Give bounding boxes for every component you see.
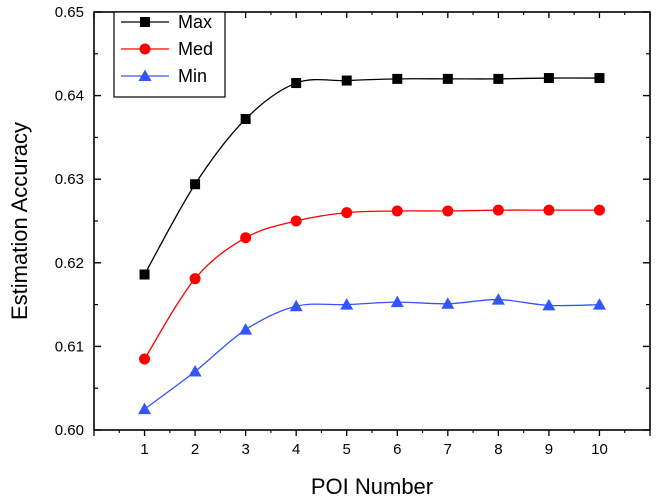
legend-label-max: Max	[178, 12, 212, 32]
x-tick-label: 7	[444, 441, 452, 458]
legend-marker-min	[138, 69, 152, 81]
x-tick-label: 5	[343, 441, 351, 458]
y-tick-label: 0.60	[55, 422, 84, 439]
data-point-max	[291, 78, 302, 89]
legend-box	[113, 11, 226, 98]
data-point-min	[542, 298, 556, 311]
x-tick-label: 8	[494, 441, 502, 458]
x-axis-title: POI Number	[311, 474, 433, 499]
y-tick-label: 0.65	[55, 4, 84, 21]
data-point-med	[391, 205, 403, 217]
y-tick-label: 0.64	[55, 88, 84, 105]
x-tick-label: 10	[591, 441, 608, 458]
legend-label-min: Min	[178, 66, 207, 86]
data-point-max	[240, 114, 251, 125]
data-point-max	[594, 73, 605, 84]
series-med	[139, 204, 605, 365]
data-point-max	[139, 269, 150, 280]
data-point-min	[592, 298, 606, 310]
data-point-med	[240, 232, 252, 244]
series-line-max	[143, 77, 600, 275]
data-point-med	[139, 353, 151, 365]
legend: Max Med Min	[113, 11, 226, 98]
series-min	[138, 293, 606, 415]
data-point-med	[341, 207, 353, 219]
y-axis-title: Estimation Accuracy	[7, 122, 32, 320]
legend-label-med: Med	[178, 39, 213, 59]
x-tick-label: 1	[140, 441, 148, 458]
data-point-med	[492, 204, 504, 216]
data-point-min	[188, 364, 202, 377]
series-max	[139, 73, 605, 280]
y-tick-label: 0.61	[55, 338, 84, 355]
legend-marker-max	[140, 17, 150, 27]
data-point-max	[341, 75, 352, 86]
series-line-med	[143, 209, 600, 360]
x-tick-label: 9	[545, 441, 553, 458]
data-point-min	[239, 323, 253, 335]
y-tick-label: 0.62	[55, 255, 84, 272]
data-point-med	[543, 204, 555, 216]
data-point-med	[189, 273, 201, 285]
data-point-min	[340, 298, 354, 310]
data-point-max	[392, 73, 403, 84]
data-point-min	[491, 293, 505, 305]
x-tick-label: 6	[393, 441, 401, 458]
data-point-max	[543, 73, 554, 84]
y-tick-label: 0.63	[55, 171, 84, 188]
data-point-med	[442, 205, 454, 217]
series-line-min	[144, 298, 600, 410]
data-point-max	[442, 73, 453, 84]
data-point-min	[441, 297, 455, 309]
x-tick-label: 4	[292, 441, 300, 458]
y-axis-ticks: 0.60 0.61 0.62 0.63 0.64 0.65	[55, 4, 650, 439]
data-point-med	[290, 215, 302, 227]
series-layer	[138, 73, 606, 415]
data-point-min	[289, 299, 303, 312]
x-tick-label: 2	[191, 441, 199, 458]
data-point-min	[138, 402, 152, 415]
legend-marker-med	[139, 43, 151, 55]
data-point-med	[593, 204, 605, 216]
data-point-max	[190, 179, 201, 190]
data-point-min	[390, 295, 404, 308]
x-tick-label: 3	[241, 441, 249, 458]
data-point-max	[493, 73, 504, 84]
